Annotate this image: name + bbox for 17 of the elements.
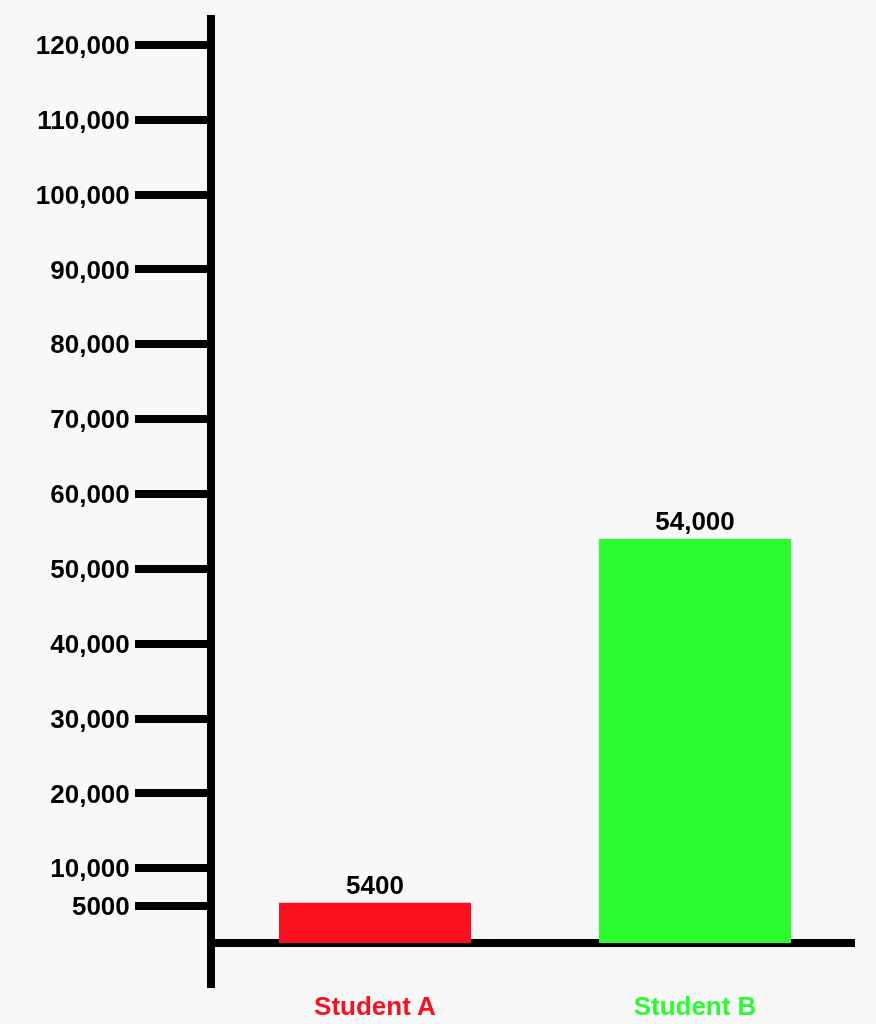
y-tick-label: 60,000	[50, 479, 130, 510]
y-tick-label: 70,000	[50, 404, 130, 435]
x-tick-label: Student A	[314, 991, 437, 1021]
y-tick-label: 90,000	[50, 254, 130, 285]
y-tick-label: 120,000	[35, 30, 130, 61]
y-tick-label: 10,000	[50, 853, 130, 884]
y-tick-label: 80,000	[50, 329, 130, 360]
x-tick-label: Student B	[633, 991, 757, 1021]
y-tick-label: 30,000	[50, 703, 130, 734]
y-tick-label: 40,000	[50, 628, 130, 659]
y-tick-label: 110,000	[37, 104, 130, 135]
y-tick-label: 20,000	[50, 778, 130, 809]
y-tick-label: 50,000	[50, 553, 130, 584]
data-label: 5400	[346, 869, 404, 900]
data-label: 54,000	[655, 505, 735, 536]
y-tick-label: 5000	[71, 890, 130, 921]
y-tick-label: 100,000	[35, 179, 130, 210]
